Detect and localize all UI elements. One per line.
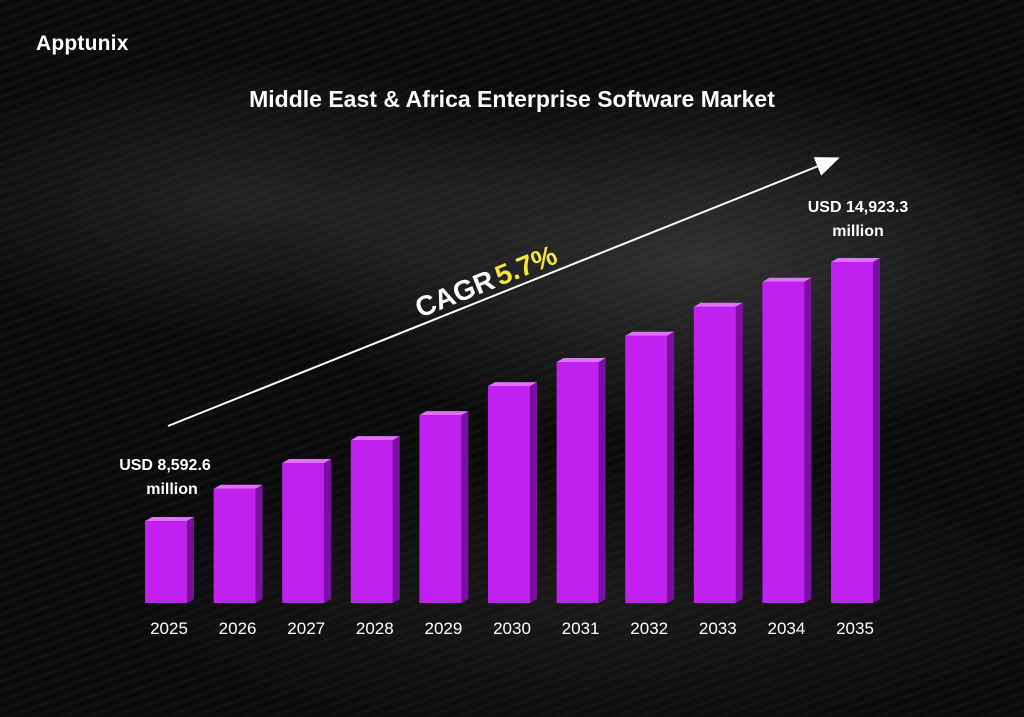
bar-side	[255, 484, 263, 603]
x-tick-label: 2035	[836, 619, 874, 638]
bar-top	[556, 357, 606, 362]
end-value-unit: million	[832, 223, 884, 240]
bar-top	[762, 277, 812, 282]
bar-2033	[693, 302, 743, 603]
bar-2028	[350, 436, 400, 603]
start-value-unit: million	[146, 481, 198, 498]
bar-2030	[488, 382, 537, 603]
x-tick-label: 2028	[356, 619, 394, 638]
bar-top	[350, 436, 400, 441]
bar-2027	[282, 459, 332, 603]
bar-top	[145, 517, 194, 521]
apptunix-logo: Apptunix	[36, 32, 129, 55]
bar-2026	[213, 484, 263, 603]
bar-front	[693, 306, 736, 603]
bar-side	[392, 436, 400, 603]
bar-2032	[625, 331, 675, 603]
cagr-annotation: CAGR 5.7%	[411, 239, 562, 323]
bar-2035	[831, 258, 880, 603]
bar-top	[831, 258, 880, 262]
cagr-label: CAGR	[411, 264, 499, 323]
x-tick-label: 2025	[150, 619, 188, 638]
bar-side	[187, 517, 194, 603]
bar-front	[556, 361, 599, 603]
bar-front	[625, 335, 668, 603]
bar-front	[145, 521, 187, 603]
start-value-label: USD 8,592.6	[119, 457, 211, 474]
bar-side	[873, 258, 880, 603]
growth-arrow	[167, 157, 840, 427]
bar-top	[213, 484, 263, 489]
x-tick-label: 2031	[562, 619, 600, 638]
bar-front	[282, 463, 325, 603]
bar-front	[831, 262, 873, 603]
chart-title: Middle East & Africa Enterprise Software…	[249, 86, 775, 112]
x-tick-label: 2029	[424, 619, 462, 638]
bar-top	[488, 382, 537, 387]
bar-side	[804, 277, 812, 603]
bar-front	[213, 488, 256, 603]
bar-top	[693, 302, 743, 307]
bar-top	[419, 411, 469, 416]
bar-front	[350, 440, 393, 603]
bar-side	[598, 357, 606, 603]
x-tick-label: 2027	[287, 619, 325, 638]
bar-2031	[556, 357, 606, 603]
bar-2029	[419, 411, 469, 603]
bar-front	[762, 281, 805, 603]
x-tick-label: 2032	[630, 619, 668, 638]
bar-front	[419, 415, 462, 603]
bar-top	[282, 459, 332, 464]
x-tick-label: 2030	[493, 619, 531, 638]
bar-side	[324, 459, 332, 603]
bar-2034	[762, 277, 812, 603]
bar-side	[461, 411, 469, 603]
bar-side	[735, 302, 743, 603]
x-tick-label: 2033	[699, 619, 737, 638]
bar-top	[625, 331, 675, 336]
end-value-label: USD 14,923.3	[808, 199, 909, 216]
bar-2025	[145, 517, 194, 603]
x-tick-label: 2026	[219, 619, 257, 638]
bar-front	[488, 386, 530, 603]
x-tick-label: 2034	[767, 619, 805, 638]
bar-side	[530, 382, 537, 603]
bar-side	[667, 331, 675, 603]
